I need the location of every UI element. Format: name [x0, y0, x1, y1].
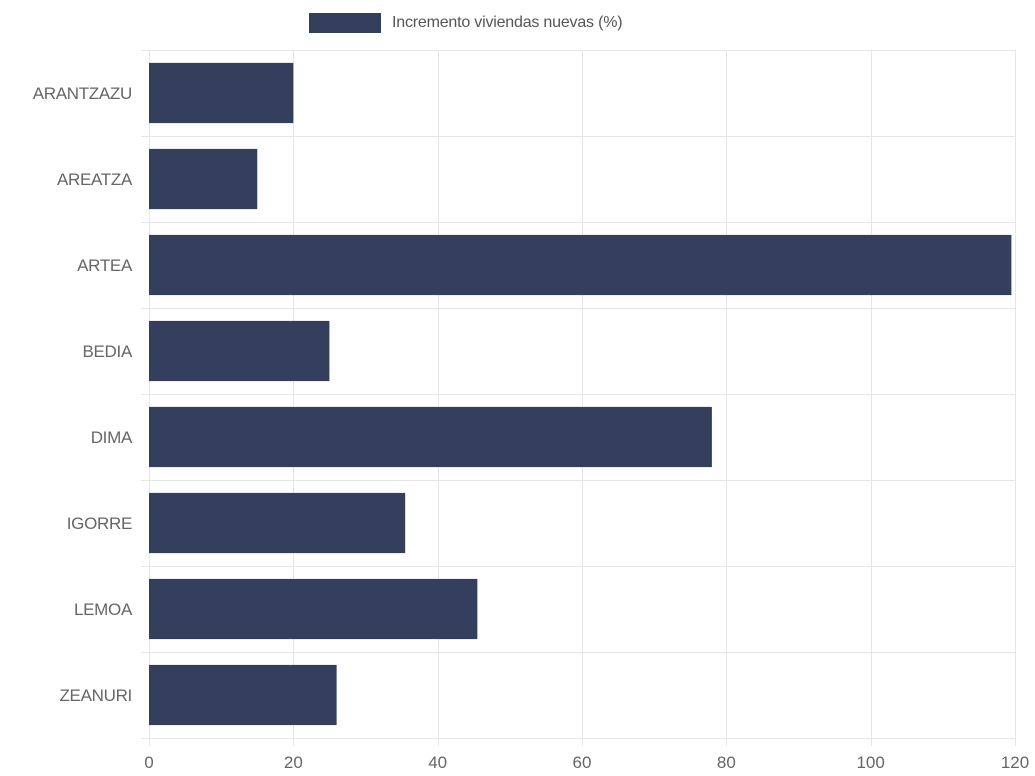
bar-dima[interactable]	[149, 406, 712, 468]
legend-label: Incremento viviendas nuevas (%)	[392, 14, 623, 31]
legend[interactable]: Incremento viviendas nuevas (%)	[309, 11, 623, 35]
x-tick-label: 40	[428, 753, 447, 772]
bar-zeanuri[interactable]	[149, 664, 337, 726]
y-category-label: IGORRE	[67, 514, 132, 533]
bar-lemoa[interactable]	[149, 578, 478, 640]
y-category-label: LEMOA	[74, 600, 133, 619]
bar-areatza[interactable]	[149, 148, 258, 210]
x-tick-label: 60	[573, 753, 592, 772]
bar-artea[interactable]	[149, 234, 1012, 296]
legend-swatch	[309, 13, 381, 33]
y-category-label: ARTEA	[77, 256, 133, 275]
y-category-label: ZEANURI	[59, 686, 132, 705]
y-category-label: BEDIA	[82, 342, 132, 361]
bar-arantzazu[interactable]	[149, 62, 294, 124]
x-tick-label: 0	[144, 753, 153, 772]
y-category-label: DIMA	[91, 428, 133, 447]
bar-igorre[interactable]	[149, 492, 406, 554]
x-tick-label: 120	[1001, 753, 1029, 772]
bars	[149, 62, 1012, 726]
x-tick-label: 100	[856, 753, 884, 772]
bar-bedia[interactable]	[149, 320, 330, 382]
category-axis: ARANTZAZU AREATZA ARTEA BEDIA DIMA IGORRE LEMO…	[33, 84, 134, 705]
value-axis: 0 20 40 60 80 100 120	[144, 753, 1029, 772]
grid	[141, 50, 1016, 746]
x-tick-label: 80	[717, 753, 736, 772]
y-category-label: AREATZA	[57, 170, 133, 189]
y-category-label: ARANTZAZU	[33, 84, 132, 103]
x-tick-label: 20	[284, 753, 303, 772]
